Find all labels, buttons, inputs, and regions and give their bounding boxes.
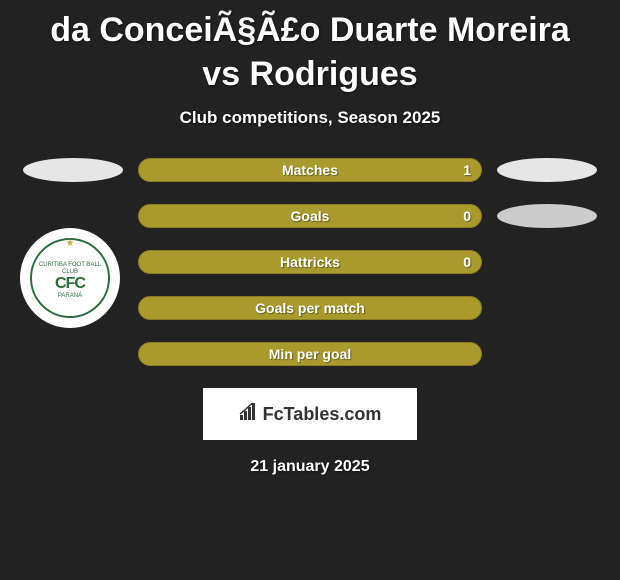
right-spacer — [497, 342, 597, 366]
right-ellipse-2 — [497, 204, 597, 228]
left-spacer — [23, 342, 123, 366]
stat-pill-matches: Matches 1 — [138, 158, 482, 182]
right-spacer — [497, 296, 597, 320]
page-title: da ConceiÃ§Ã£o Duarte Moreira vs Rodrigu… — [0, 0, 620, 96]
stat-label: Matches — [282, 162, 338, 178]
fctables-label: FcTables.com — [263, 404, 382, 425]
right-ellipse-1 — [497, 158, 597, 182]
stat-row-mpg: Min per goal — [0, 342, 620, 366]
star-icon: ★ — [66, 238, 75, 249]
badge-center-text: CFC — [55, 275, 85, 293]
club-badge-inner: ★ CURITIBA FOOT BALL CLUB CFC PARANÁ — [30, 238, 110, 318]
club-badge: ★ CURITIBA FOOT BALL CLUB CFC PARANÁ — [20, 228, 120, 328]
stat-row-matches: Matches 1 — [0, 158, 620, 182]
stat-value: 0 — [463, 208, 471, 224]
chart-icon — [239, 403, 259, 426]
stat-label: Hattricks — [280, 254, 340, 270]
left-spacer — [23, 204, 123, 228]
stat-pill-hattricks: Hattricks 0 — [138, 250, 482, 274]
subtitle: Club competitions, Season 2025 — [0, 108, 620, 128]
stat-pill-gpm: Goals per match — [138, 296, 482, 320]
stat-label: Goals per match — [255, 300, 365, 316]
stat-value: 1 — [463, 162, 471, 178]
left-ellipse-1 — [23, 158, 123, 182]
badge-bottom-text: PARANÁ — [58, 293, 82, 300]
stat-pill-goals: Goals 0 — [138, 204, 482, 228]
stat-row-goals: Goals 0 — [0, 204, 620, 228]
stat-value: 0 — [463, 254, 471, 270]
fctables-attribution[interactable]: FcTables.com — [203, 388, 417, 440]
stat-pill-mpg: Min per goal — [138, 342, 482, 366]
right-spacer — [497, 250, 597, 274]
badge-top-text: CURITIBA FOOT BALL CLUB — [32, 262, 108, 275]
date-label: 21 january 2025 — [0, 458, 620, 476]
stat-label: Min per goal — [269, 346, 351, 362]
stat-label: Goals — [291, 208, 330, 224]
